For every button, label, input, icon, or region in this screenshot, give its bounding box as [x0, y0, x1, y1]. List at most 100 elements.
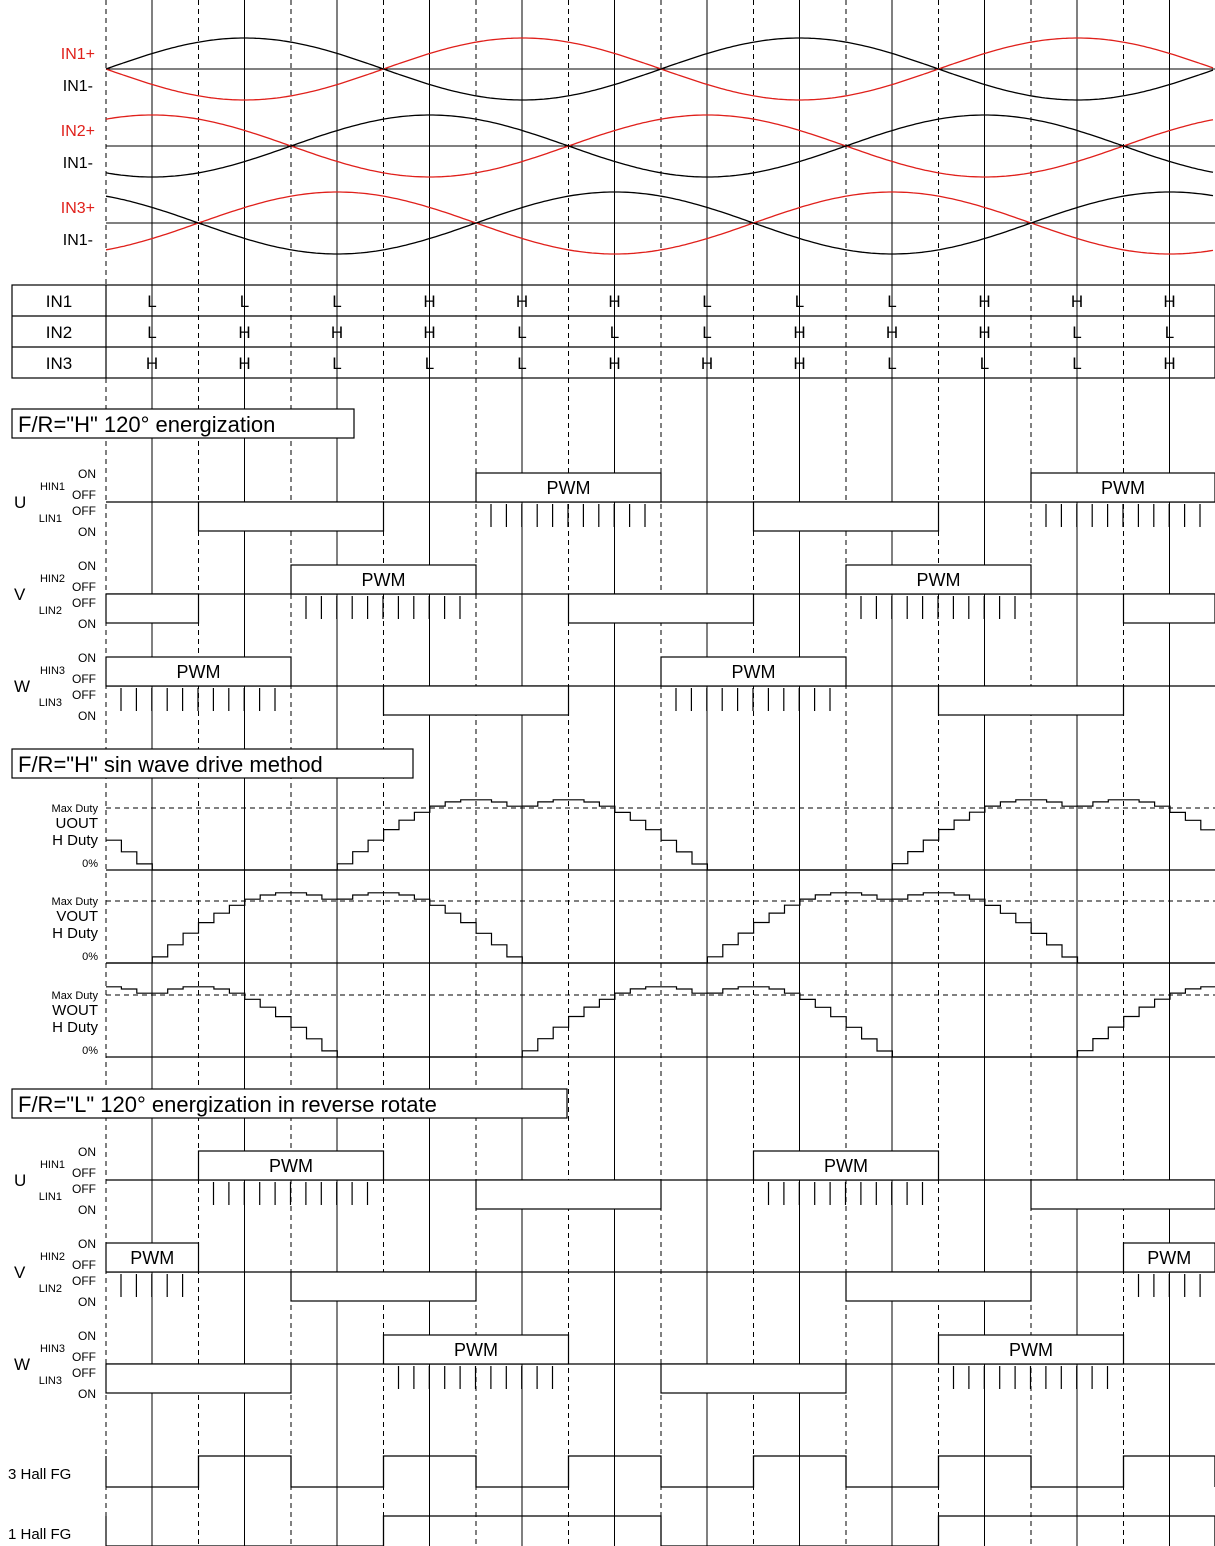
- on-level-label: ON: [78, 1329, 96, 1343]
- output-name-label: WOUT: [52, 1002, 98, 1019]
- hall-minus-waveform: [105, 191, 1214, 255]
- table-cell: L: [425, 354, 434, 373]
- on-level-label: ON: [78, 651, 96, 665]
- low-side-on-pulse: [1122, 593, 1215, 624]
- table-row-label: IN3: [46, 354, 72, 373]
- pwm-label: PWM: [362, 570, 406, 590]
- hall-logic-table: IN1 L L L H H H L L L H H HIN2 L H H H L L L H H H L LIN3 H H L L L H H…: [11, 284, 1215, 379]
- table-cell: H: [423, 292, 435, 311]
- duty-staircase-waveform: [106, 986, 1215, 1058]
- pwm-on-pulse: [937, 1334, 1125, 1365]
- table-cell: L: [610, 323, 619, 342]
- pwm-label: PWM: [1009, 1340, 1053, 1360]
- low-side-on-pulse: [937, 685, 1125, 716]
- pwm-label: PWM: [269, 1156, 313, 1176]
- table-cell: L: [702, 292, 711, 311]
- off-level-label: OFF: [72, 672, 96, 686]
- high-side-input-label: HIN1: [40, 481, 65, 493]
- table-cell: L: [240, 292, 249, 311]
- off-level-label: OFF: [72, 596, 96, 610]
- three-hall-fg-label: 3 Hall FG: [8, 1466, 71, 1483]
- pwm-on-pulse: [382, 1334, 570, 1365]
- hall-minus-label: IN1-: [63, 232, 93, 249]
- table-cell: H: [978, 292, 990, 311]
- off-level-label: OFF: [72, 1166, 96, 1180]
- output-name-label: UOUT: [56, 815, 99, 832]
- table-cell: L: [1072, 323, 1081, 342]
- low-side-input-label: LIN3: [39, 697, 62, 709]
- low-side-on-pulse: [197, 501, 385, 532]
- pwm-on-pulse: [475, 472, 662, 503]
- on-level-label: ON: [78, 709, 96, 723]
- table-cell: H: [793, 354, 805, 373]
- on-level-label: ON: [78, 1237, 96, 1251]
- on-level-label: ON: [78, 1203, 96, 1217]
- h-duty-label: H Duty: [52, 1019, 98, 1036]
- phase-label: V: [14, 1263, 26, 1282]
- pwm-on-pulse: [1122, 1242, 1215, 1273]
- low-side-on-pulse: [660, 1363, 847, 1394]
- table-cell: L: [1072, 354, 1081, 373]
- phase-label: W: [14, 1355, 30, 1374]
- pwm-label: PWM: [130, 1248, 174, 1268]
- table-cell: H: [608, 292, 620, 311]
- off-level-label: OFF: [72, 1350, 96, 1364]
- table-cell: L: [147, 292, 156, 311]
- pwm-label: PWM: [732, 662, 776, 682]
- off-level-label: OFF: [72, 688, 96, 702]
- max-duty-label: Max Duty: [52, 896, 99, 908]
- table-cell: H: [701, 354, 713, 373]
- pwm-label: PWM: [547, 478, 591, 498]
- hall-minus-waveform: [105, 37, 1214, 101]
- table-cell: L: [332, 292, 341, 311]
- section-title-forward: F/R="H" 120° energization: [18, 412, 275, 437]
- low-side-on-pulse: [105, 593, 200, 624]
- pwm-label: PWM: [1101, 478, 1145, 498]
- high-side-input-label: HIN2: [40, 1251, 65, 1263]
- low-side-input-label: LIN2: [39, 605, 62, 617]
- table-cell: L: [795, 292, 804, 311]
- section-title-reverse-frame: [11, 1088, 568, 1119]
- pwm-on-pulse: [660, 656, 847, 687]
- table-cell: H: [146, 354, 158, 373]
- low-side-on-pulse: [290, 1271, 477, 1302]
- hall-fg-outputs: 3 Hall FG 1 Hall FG: [8, 1455, 1215, 1546]
- low-side-on-pulse: [845, 1271, 1032, 1302]
- on-level-label: ON: [78, 467, 96, 481]
- low-side-on-pulse: [567, 593, 755, 624]
- pwm-on-pulse: [752, 1150, 940, 1181]
- on-level-label: ON: [78, 1145, 96, 1159]
- hall-minus-label: IN1-: [63, 155, 93, 172]
- table-row-label: IN1: [46, 292, 72, 311]
- section-title-sine-frame: [11, 748, 414, 779]
- table-cell: L: [887, 354, 896, 373]
- h-duty-label: H Duty: [52, 832, 98, 849]
- pwm-on-pulse: [1030, 472, 1215, 503]
- h-duty-label: H Duty: [52, 925, 98, 942]
- fg-square-waveform: [106, 1455, 1215, 1488]
- section-title-sine: F/R="H" sin wave drive method: [18, 752, 323, 777]
- low-side-on-pulse: [475, 1179, 662, 1210]
- output-name-label: VOUT: [56, 908, 98, 925]
- pwm-on-pulse: [105, 1242, 200, 1273]
- table-cell: H: [1163, 292, 1175, 311]
- phase-label: U: [14, 493, 26, 512]
- low-side-on-pulse: [382, 685, 570, 716]
- table-cell: L: [147, 323, 156, 342]
- table-cell: H: [793, 323, 805, 342]
- reverse-120-degree-energization: F/R="L" 120° energization in reverse rot…: [11, 1088, 1215, 1401]
- off-level-label: OFF: [72, 1274, 96, 1288]
- high-side-input-label: HIN1: [40, 1159, 65, 1171]
- table-cell: H: [331, 323, 343, 342]
- sine-wave-drive-method: F/R="H" sin wave drive method Max Duty UOU…: [11, 748, 1215, 1058]
- table-cell: L: [517, 323, 526, 342]
- phase-label: V: [14, 585, 26, 604]
- hall-plus-label: IN1+: [61, 46, 95, 63]
- high-side-input-label: HIN3: [40, 665, 65, 677]
- table-cell: L: [1165, 323, 1174, 342]
- on-level-label: ON: [78, 617, 96, 631]
- pwm-on-pulse: [105, 656, 292, 687]
- off-level-label: OFF: [72, 504, 96, 518]
- table-cell: H: [1071, 292, 1083, 311]
